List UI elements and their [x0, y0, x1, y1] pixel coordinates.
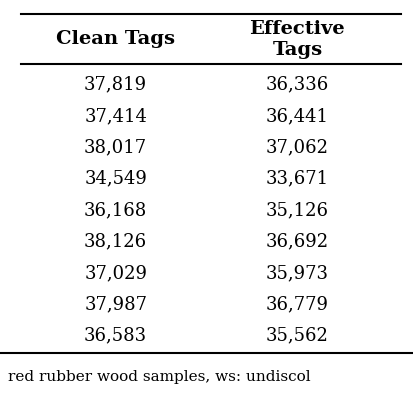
- Text: 36,336: 36,336: [266, 76, 329, 94]
- Text: 37,819: 37,819: [84, 76, 147, 94]
- Text: Effective
Tags: Effective Tags: [249, 20, 345, 59]
- Text: 35,973: 35,973: [266, 264, 329, 282]
- Text: 35,126: 35,126: [266, 201, 329, 219]
- Text: Clean Tags: Clean Tags: [56, 30, 175, 48]
- Text: 37,987: 37,987: [84, 295, 147, 313]
- Text: 33,671: 33,671: [266, 170, 329, 188]
- Text: 36,441: 36,441: [266, 107, 329, 125]
- Text: 34,549: 34,549: [84, 170, 147, 188]
- Text: red rubber wood samples, ws: undiscol: red rubber wood samples, ws: undiscol: [8, 370, 311, 384]
- Text: 35,562: 35,562: [266, 327, 329, 345]
- Text: 37,414: 37,414: [84, 107, 147, 125]
- Text: 36,692: 36,692: [266, 233, 329, 251]
- Text: 36,583: 36,583: [84, 327, 147, 345]
- Text: 38,017: 38,017: [84, 138, 147, 157]
- Text: 37,029: 37,029: [84, 264, 147, 282]
- Text: 38,126: 38,126: [84, 233, 147, 251]
- Text: 37,062: 37,062: [266, 138, 329, 157]
- Text: 36,168: 36,168: [84, 201, 147, 219]
- Text: 36,779: 36,779: [266, 295, 329, 313]
